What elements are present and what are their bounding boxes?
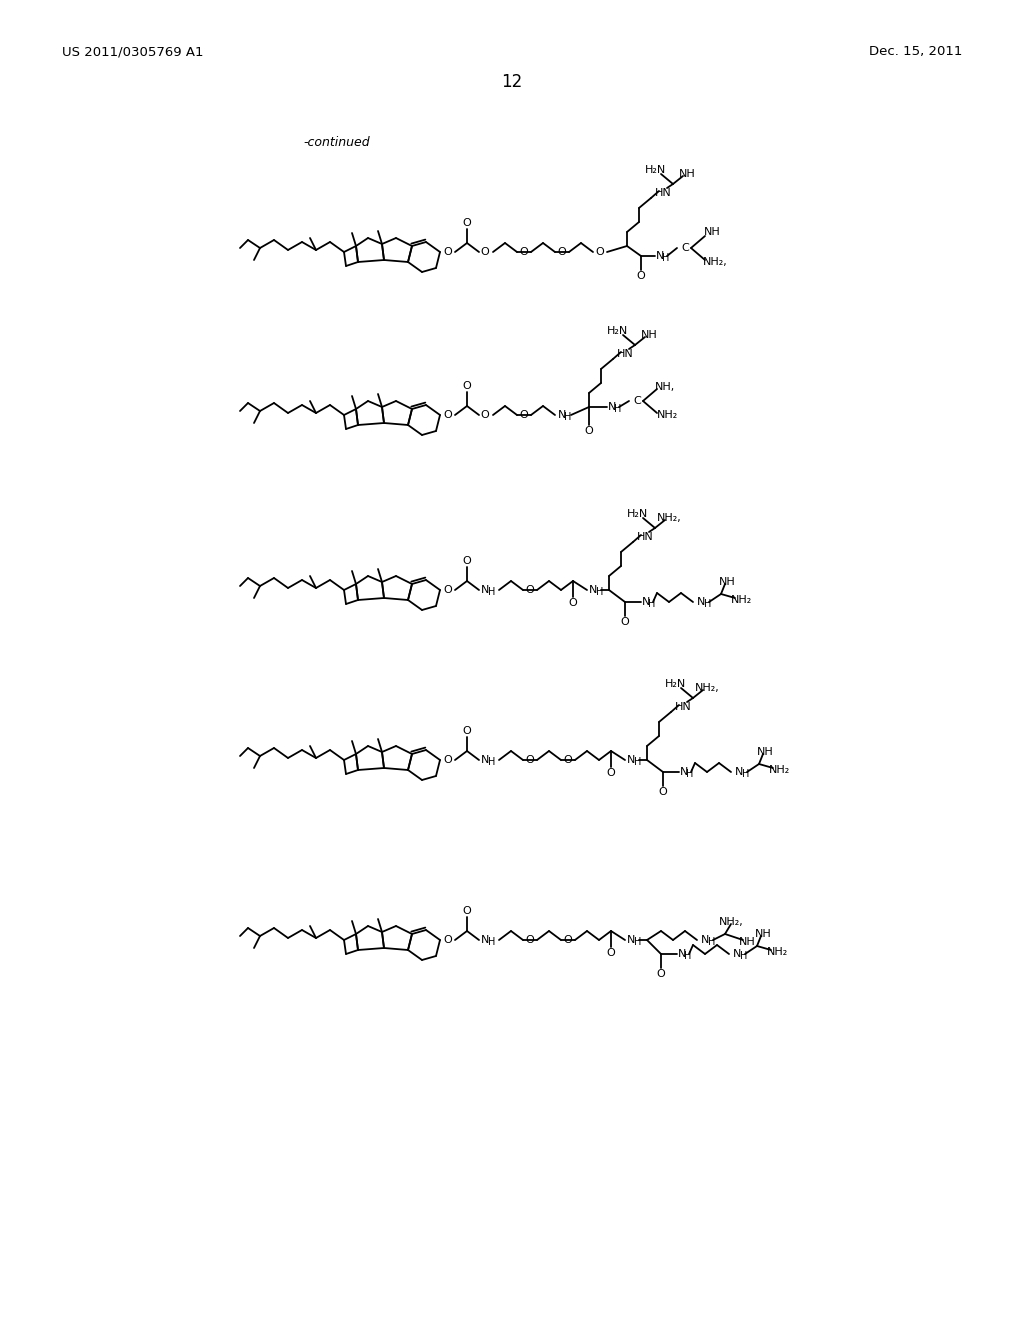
Text: US 2011/0305769 A1: US 2011/0305769 A1 [62, 45, 204, 58]
Text: O: O [519, 247, 528, 257]
Text: H: H [740, 950, 748, 961]
Text: H: H [648, 599, 655, 609]
Text: N: N [696, 597, 706, 607]
Text: NH,: NH, [655, 381, 675, 392]
Text: O: O [606, 768, 615, 777]
Text: N: N [680, 767, 688, 777]
Text: NH₂,: NH₂, [656, 513, 681, 523]
Text: N: N [481, 935, 489, 945]
Text: N: N [627, 755, 635, 766]
Text: O: O [463, 381, 471, 391]
Text: H: H [564, 412, 571, 422]
Text: O: O [525, 755, 535, 766]
Text: O: O [519, 411, 528, 420]
Text: N: N [481, 755, 489, 766]
Text: H₂N: H₂N [627, 510, 647, 519]
Text: HN: HN [675, 702, 691, 711]
Text: NH₂,: NH₂, [719, 917, 743, 927]
Text: H: H [488, 756, 496, 767]
Text: O: O [443, 411, 453, 420]
Text: HN: HN [654, 187, 672, 198]
Text: H: H [634, 937, 642, 946]
Text: H: H [684, 950, 691, 961]
Text: N: N [627, 935, 635, 945]
Text: O: O [585, 426, 593, 436]
Text: O: O [480, 411, 489, 420]
Text: O: O [656, 969, 666, 979]
Text: N: N [558, 411, 566, 420]
Text: HN: HN [637, 532, 653, 543]
Text: O: O [480, 247, 489, 257]
Text: O: O [558, 247, 566, 257]
Text: H: H [614, 404, 622, 414]
Text: O: O [443, 755, 453, 766]
Text: N: N [655, 251, 665, 261]
Text: C: C [681, 243, 689, 253]
Text: H: H [634, 756, 642, 767]
Text: H: H [488, 937, 496, 946]
Text: NH: NH [755, 929, 771, 939]
Text: O: O [621, 616, 630, 627]
Text: O: O [463, 906, 471, 916]
Text: HN: HN [616, 348, 634, 359]
Text: O: O [525, 585, 535, 595]
Text: NH: NH [719, 577, 735, 587]
Text: O: O [637, 271, 645, 281]
Text: NH₂: NH₂ [766, 946, 787, 957]
Text: N: N [589, 585, 597, 595]
Text: O: O [443, 935, 453, 945]
Text: H₂N: H₂N [644, 165, 666, 176]
Text: O: O [443, 247, 453, 257]
Text: N: N [700, 935, 710, 945]
Text: O: O [443, 585, 453, 595]
Text: NH: NH [738, 937, 756, 946]
Text: -continued: -continued [304, 136, 371, 149]
Text: H₂N: H₂N [606, 326, 628, 337]
Text: O: O [563, 935, 572, 945]
Text: N: N [678, 949, 686, 960]
Text: N: N [733, 949, 741, 960]
Text: H₂N: H₂N [665, 678, 686, 689]
Text: N: N [481, 585, 489, 595]
Text: NH₂: NH₂ [656, 411, 678, 420]
Text: H: H [663, 253, 670, 263]
Text: NH: NH [757, 747, 773, 756]
Text: O: O [563, 755, 572, 766]
Text: H: H [488, 587, 496, 597]
Text: N: N [735, 767, 743, 777]
Text: H: H [709, 937, 716, 946]
Text: NH₂: NH₂ [768, 766, 790, 775]
Text: NH: NH [703, 227, 720, 238]
Text: O: O [596, 247, 604, 257]
Text: O: O [525, 935, 535, 945]
Text: O: O [463, 218, 471, 228]
Text: C: C [633, 396, 641, 407]
Text: H: H [596, 587, 604, 597]
Text: 12: 12 [502, 73, 522, 91]
Text: O: O [658, 787, 668, 797]
Text: O: O [568, 598, 578, 609]
Text: NH: NH [641, 330, 657, 341]
Text: N: N [642, 597, 650, 607]
Text: Dec. 15, 2011: Dec. 15, 2011 [868, 45, 962, 58]
Text: NH₂: NH₂ [730, 595, 752, 605]
Text: N: N [608, 403, 616, 412]
Text: O: O [463, 556, 471, 566]
Text: O: O [463, 726, 471, 737]
Text: NH₂,: NH₂, [702, 257, 727, 267]
Text: H: H [742, 770, 750, 779]
Text: NH₂,: NH₂, [694, 682, 720, 693]
Text: NH: NH [679, 169, 695, 180]
Text: H: H [705, 599, 712, 609]
Text: H: H [686, 770, 693, 779]
Text: O: O [606, 948, 615, 958]
